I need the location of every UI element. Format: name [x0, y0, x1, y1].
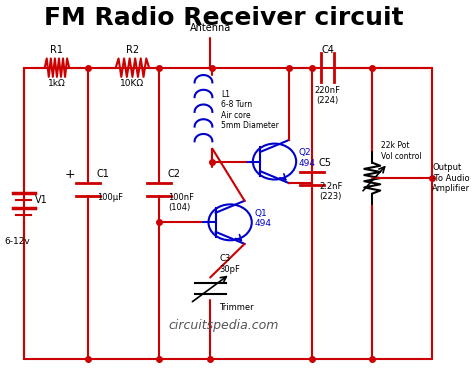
- Text: C3
30pF: C3 30pF: [219, 255, 240, 274]
- Text: Q2
494: Q2 494: [299, 148, 316, 168]
- Text: FM Radio Receiver circuit: FM Radio Receiver circuit: [44, 6, 403, 30]
- Text: 10KΩ: 10KΩ: [120, 79, 145, 88]
- Text: 2.2nF
(223): 2.2nF (223): [319, 182, 342, 201]
- Text: circuitspedia.com: circuitspedia.com: [168, 319, 279, 332]
- Text: L1
6-8 Turn
Air core
5mm Diameter: L1 6-8 Turn Air core 5mm Diameter: [221, 90, 279, 130]
- Text: V1: V1: [35, 195, 47, 205]
- Text: C2: C2: [168, 170, 181, 180]
- Text: Q1
494: Q1 494: [255, 209, 272, 228]
- Text: 22k Pot
Vol control: 22k Pot Vol control: [381, 141, 422, 161]
- Text: 100nF
(104): 100nF (104): [168, 193, 194, 212]
- Text: Trimmer: Trimmer: [219, 303, 254, 312]
- Text: R2: R2: [126, 45, 139, 55]
- Text: 220nF
(224): 220nF (224): [315, 86, 341, 105]
- Text: R1: R1: [50, 45, 64, 55]
- Text: Antenna: Antenna: [190, 23, 231, 33]
- Text: Output
-To Audio
Amplifier: Output -To Audio Amplifier: [432, 163, 470, 193]
- Text: 6-12v: 6-12v: [4, 237, 30, 246]
- Text: C5: C5: [319, 158, 332, 168]
- Text: 100μF: 100μF: [97, 193, 123, 202]
- Text: C1: C1: [97, 170, 110, 180]
- Text: +: +: [65, 168, 75, 181]
- Text: 1kΩ: 1kΩ: [48, 79, 66, 88]
- Text: C4: C4: [321, 45, 334, 55]
